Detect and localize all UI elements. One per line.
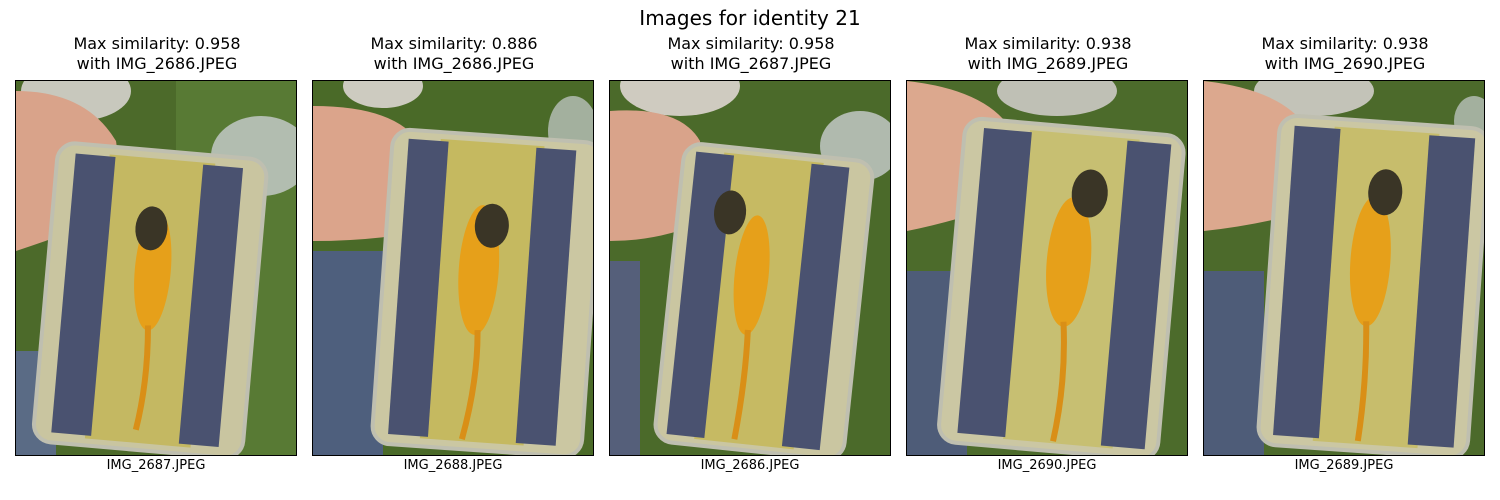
panel-title: Max similarity: 0.958 with IMG_2687.JPEG xyxy=(589,34,913,74)
similarity-label: Max similarity: 0.938 xyxy=(1261,34,1429,53)
match-filename: with IMG_2687.JPEG xyxy=(670,54,832,73)
similarity-label: Max similarity: 0.958 xyxy=(667,34,835,53)
image-filename: IMG_2689.JPEG xyxy=(1294,458,1394,473)
figure-title: Images for identity 21 xyxy=(639,6,861,30)
image-filename: IMG_2686.JPEG xyxy=(700,458,800,473)
match-filename: with IMG_2690.JPEG xyxy=(1264,54,1426,73)
newt-photo xyxy=(1203,80,1485,456)
image-panel-2: Max similarity: 0.886 with IMG_2686.JPEG… xyxy=(312,34,596,494)
newt-photo xyxy=(906,80,1188,456)
panel-title: Max similarity: 0.938 with IMG_2689.JPEG xyxy=(886,34,1210,74)
newt-photo xyxy=(15,80,297,456)
image-filename: IMG_2690.JPEG xyxy=(997,458,1097,473)
image-filename: IMG_2687.JPEG xyxy=(106,458,206,473)
image-panel-4: Max similarity: 0.938 with IMG_2689.JPEG… xyxy=(906,34,1190,494)
newt-photo xyxy=(312,80,594,456)
match-filename: with IMG_2689.JPEG xyxy=(967,54,1129,73)
similarity-label: Max similarity: 0.886 xyxy=(370,34,538,53)
match-filename: with IMG_2686.JPEG xyxy=(76,54,238,73)
image-panel-5: Max similarity: 0.938 with IMG_2690.JPEG… xyxy=(1203,34,1487,494)
panel-title: Max similarity: 0.886 with IMG_2686.JPEG xyxy=(292,34,616,74)
similarity-label: Max similarity: 0.938 xyxy=(964,34,1132,53)
similarity-label: Max similarity: 0.958 xyxy=(73,34,241,53)
image-panel-1: Max similarity: 0.958 with IMG_2686.JPEG… xyxy=(15,34,299,494)
newt-photo xyxy=(609,80,891,456)
panel-title: Max similarity: 0.938 with IMG_2690.JPEG xyxy=(1183,34,1500,74)
image-panel-3: Max similarity: 0.958 with IMG_2687.JPEG… xyxy=(609,34,893,494)
match-filename: with IMG_2686.JPEG xyxy=(373,54,535,73)
panel-title: Max similarity: 0.958 with IMG_2686.JPEG xyxy=(0,34,319,74)
image-filename: IMG_2688.JPEG xyxy=(403,458,503,473)
